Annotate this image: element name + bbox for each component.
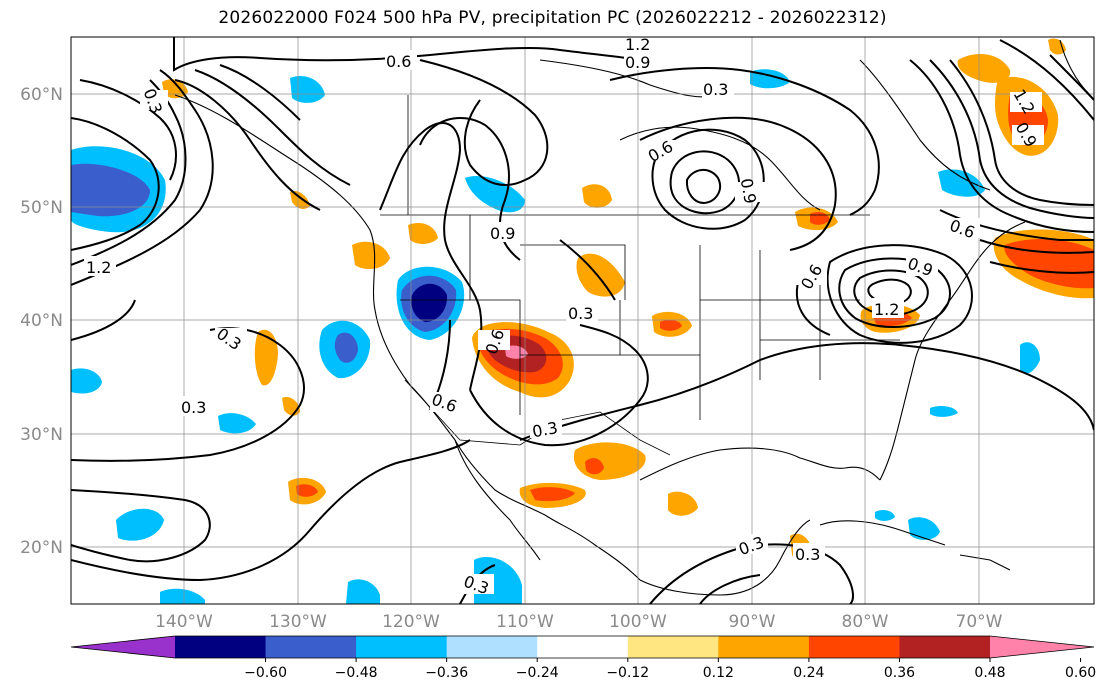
colorbar-segment bbox=[627, 636, 719, 658]
colorbar-tick-label: −0.24 bbox=[516, 665, 559, 681]
precip-blob-negative bbox=[930, 405, 958, 417]
colorbar-tick-label: 0.12 bbox=[703, 665, 734, 681]
colorbar-segment bbox=[808, 636, 900, 658]
colorbar-segment bbox=[446, 636, 538, 658]
graticule bbox=[71, 37, 1094, 604]
precip-blob-negative bbox=[875, 509, 895, 521]
lon-label-100w: 100°W bbox=[609, 612, 667, 632]
contour-label: 0.9 bbox=[737, 177, 760, 205]
contour-label: 0.6 bbox=[386, 52, 411, 71]
precip-blob-negative bbox=[334, 332, 358, 363]
lon-label-80w: 80°W bbox=[842, 612, 889, 632]
colorbar-outline bbox=[70, 635, 1095, 659]
precip-blob-negative bbox=[290, 75, 325, 103]
lat-label-20n: 20°N bbox=[20, 538, 63, 558]
lat-label-30n: 30°N bbox=[20, 425, 63, 445]
colorbar-segment bbox=[175, 636, 267, 658]
precip-blob-negative bbox=[116, 508, 164, 541]
contour-label: 0.9 bbox=[490, 224, 515, 243]
precip-blob-positive bbox=[254, 329, 278, 386]
colorbar-segment bbox=[718, 636, 810, 658]
precip-blob-positive bbox=[505, 345, 528, 359]
precip-blob-positive bbox=[582, 184, 612, 208]
lon-label-120w: 120°W bbox=[382, 612, 440, 632]
precip-blob-positive bbox=[530, 487, 575, 502]
precip-blob-negative bbox=[160, 588, 205, 604]
colorbar-tick-label: 0.48 bbox=[974, 665, 1005, 681]
plot-title: 2026022000 F024 500 hPa PV, precipitatio… bbox=[218, 8, 887, 28]
precip-blob-negative bbox=[411, 283, 448, 322]
precip-blob-positive bbox=[585, 458, 604, 475]
lon-label-130w: 130°W bbox=[269, 612, 327, 632]
colorbar-segment bbox=[899, 636, 991, 658]
contour-label: 0.3 bbox=[795, 545, 820, 564]
contour-label: 1.2 bbox=[874, 300, 899, 319]
colorbar-tick-label: 0.60 bbox=[1065, 665, 1096, 681]
colorbar-segment bbox=[356, 636, 448, 658]
colorbar-extend-high bbox=[990, 636, 1094, 658]
lat-label-50n: 50°N bbox=[20, 198, 63, 218]
precip-blob-negative bbox=[71, 163, 150, 217]
colorbar-tick-label: −0.60 bbox=[244, 665, 287, 681]
precip-blob-positive bbox=[352, 241, 390, 270]
precip-blob-positive bbox=[290, 190, 310, 209]
lon-label-70w: 70°W bbox=[956, 612, 1003, 632]
lon-label-90w: 90°W bbox=[729, 612, 776, 632]
colorbar-segment bbox=[537, 636, 629, 658]
precip-blob-negative bbox=[938, 169, 985, 197]
contour-label: 0.9 bbox=[625, 53, 650, 72]
precip-blob-negative bbox=[218, 413, 256, 434]
lon-label-110w: 110°W bbox=[496, 612, 554, 632]
map-frame bbox=[70, 36, 1095, 605]
colorbar-tick-label: 0.24 bbox=[793, 665, 824, 681]
colorbar: −0.60 −0.48 −0.36 −0.24 −0.12 0.12 0.24 0.36 0.4… bbox=[70, 635, 1096, 681]
contour-label: 1.2 bbox=[625, 35, 650, 54]
latitude-labels: 60°N 50°N 40°N 30°N 20°N bbox=[20, 85, 63, 558]
contour-label: 1.2 bbox=[86, 258, 111, 277]
contour-label: 0.3 bbox=[531, 418, 559, 441]
precip-blob-positive bbox=[660, 319, 682, 331]
contour-label: 0.3 bbox=[703, 80, 728, 99]
political-borders bbox=[380, 95, 900, 456]
colorbar-tick-label: −0.48 bbox=[335, 665, 378, 681]
precip-blob-positive bbox=[296, 484, 318, 497]
precip-blob-negative bbox=[71, 368, 102, 394]
precip-blob-positive bbox=[1048, 38, 1066, 55]
contour-label: 0.3 bbox=[181, 398, 206, 417]
contour-label: 0.3 bbox=[568, 304, 593, 323]
precip-blob-negative bbox=[465, 176, 525, 213]
precip-blob-negative bbox=[908, 517, 940, 540]
precip-blob-positive bbox=[408, 222, 438, 244]
precip-blob-positive bbox=[162, 79, 188, 99]
precip-blob-negative bbox=[346, 579, 380, 604]
lat-label-40n: 40°N bbox=[20, 311, 63, 331]
longitude-labels: 140°W 130°W 120°W 110°W 100°W 90°W 80°W … bbox=[155, 612, 1003, 632]
precip-blob-negative bbox=[1020, 342, 1040, 374]
lon-label-140w: 140°W bbox=[155, 612, 213, 632]
colorbar-extend-low bbox=[71, 636, 175, 658]
colorbar-tick-label: −0.36 bbox=[425, 665, 468, 681]
precip-blob-positive bbox=[957, 54, 1011, 83]
colorbar-tick-label: 0.36 bbox=[884, 665, 915, 681]
coastlines bbox=[174, 39, 1091, 596]
precip-blob-positive bbox=[668, 491, 698, 516]
lat-label-60n: 60°N bbox=[20, 85, 63, 105]
colorbar-segment bbox=[265, 636, 357, 658]
colorbar-tick-label: −0.12 bbox=[606, 665, 649, 681]
